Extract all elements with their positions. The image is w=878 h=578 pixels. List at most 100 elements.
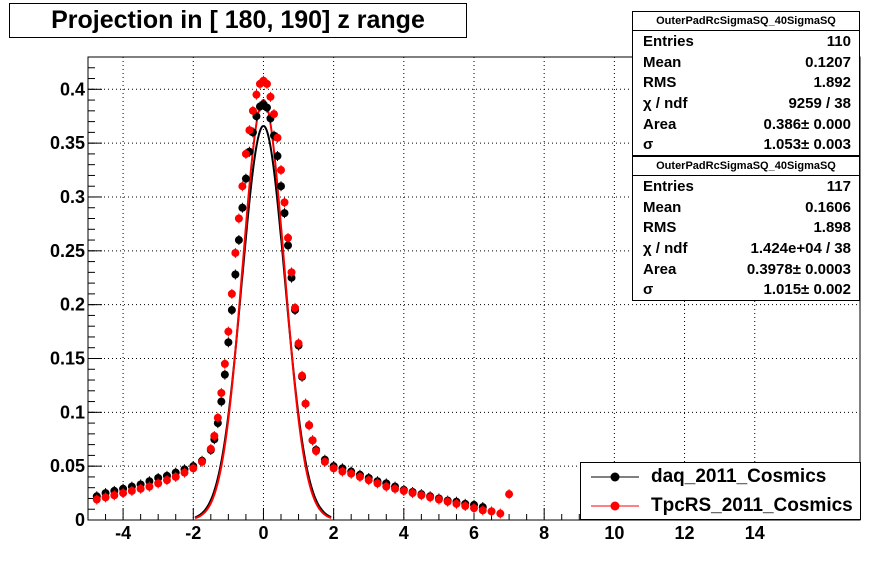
data-point bbox=[248, 106, 257, 115]
stats-value: 1.424e+04 / 38 bbox=[750, 240, 851, 258]
stats-value: 0.386± 0.000 bbox=[763, 115, 851, 133]
data-point bbox=[298, 371, 307, 380]
data-point bbox=[92, 495, 101, 504]
stats-row: Area 0.3978± 0.0003 bbox=[633, 259, 859, 280]
data-point bbox=[426, 493, 435, 502]
stats-key: σ bbox=[643, 281, 654, 299]
data-point bbox=[154, 479, 163, 488]
data-point bbox=[273, 152, 282, 161]
data-point bbox=[280, 209, 289, 218]
stats-row: σ 1.053± 0.003 bbox=[633, 134, 859, 155]
data-point bbox=[487, 507, 496, 516]
data-point bbox=[245, 126, 254, 135]
stats-key: Entries bbox=[643, 178, 694, 195]
data-points bbox=[92, 75, 514, 519]
data-point bbox=[301, 399, 310, 408]
data-point bbox=[417, 491, 426, 500]
data-point bbox=[277, 166, 285, 175]
data-point bbox=[434, 495, 443, 504]
data-point bbox=[231, 248, 240, 257]
stats-value: 1.898 bbox=[813, 219, 851, 237]
data-point bbox=[227, 306, 236, 315]
data-point bbox=[234, 214, 243, 223]
stats-value: 110 bbox=[826, 33, 851, 50]
data-point bbox=[338, 467, 347, 476]
stats-row: χ / ndf 9259 / 38 bbox=[633, 93, 859, 114]
data-point bbox=[364, 476, 373, 485]
data-point bbox=[461, 502, 470, 511]
stats-value: 1.015± 0.002 bbox=[763, 281, 851, 299]
data-point bbox=[136, 484, 145, 493]
data-point bbox=[408, 489, 417, 498]
data-point bbox=[210, 432, 219, 441]
stats-value: 0.1207 bbox=[805, 53, 851, 71]
x-tick-label: 12 bbox=[675, 523, 695, 543]
data-point bbox=[110, 491, 119, 500]
x-tick-label: -2 bbox=[185, 523, 201, 543]
y-tick-label: 0.1 bbox=[60, 402, 85, 422]
data-point bbox=[277, 182, 285, 191]
data-point bbox=[220, 359, 229, 368]
stats-header: OuterPadRcSigmaSQ_40SigmaSQ bbox=[633, 12, 859, 31]
data-point bbox=[262, 103, 271, 112]
y-tick-label: 0 bbox=[75, 510, 85, 530]
data-point bbox=[312, 447, 321, 456]
y-tick-label: 0.05 bbox=[50, 456, 85, 476]
data-point bbox=[470, 504, 478, 513]
data-point bbox=[305, 421, 314, 430]
data-point bbox=[217, 388, 226, 397]
data-point bbox=[145, 482, 154, 491]
data-point bbox=[241, 149, 250, 158]
y-tick-label: 0.2 bbox=[60, 295, 85, 315]
legend-item: daq_2011_Cosmics bbox=[581, 463, 860, 492]
stats-key: Mean bbox=[643, 53, 682, 71]
x-tick-label: 8 bbox=[539, 523, 549, 543]
data-point bbox=[308, 436, 317, 445]
data-point bbox=[399, 486, 408, 495]
data-point bbox=[119, 489, 128, 498]
x-tick-label: 10 bbox=[604, 523, 624, 543]
stats-row: Entries 117 bbox=[633, 176, 859, 197]
data-point bbox=[287, 268, 296, 277]
data-point bbox=[101, 493, 110, 502]
data-point bbox=[280, 198, 289, 207]
data-point bbox=[496, 509, 505, 518]
data-point bbox=[231, 270, 240, 279]
data-point bbox=[252, 90, 261, 99]
data-point bbox=[478, 506, 487, 515]
chart-title: Projection in [ 180, 190] z range bbox=[51, 6, 425, 34]
stats-value: 117 bbox=[826, 178, 851, 195]
data-point bbox=[189, 464, 198, 473]
stats-key: Area bbox=[643, 115, 677, 133]
stats-row: RMS 1.892 bbox=[633, 72, 859, 93]
data-point bbox=[320, 457, 329, 466]
data-point bbox=[220, 370, 229, 379]
data-point bbox=[198, 457, 207, 466]
stats-row: Mean 0.1207 bbox=[633, 52, 859, 73]
y-tick-label: 0.35 bbox=[50, 133, 85, 153]
legend-item: TpcRS_2011_Cosmics bbox=[581, 492, 860, 521]
stats-key: Area bbox=[643, 260, 677, 278]
stats-key: RMS bbox=[643, 219, 677, 237]
legend-label: TpcRS_2011_Cosmics bbox=[651, 495, 853, 516]
data-point bbox=[234, 236, 243, 245]
y-tick-label: 0.15 bbox=[50, 348, 85, 368]
stats-value: 0.1606 bbox=[805, 198, 851, 216]
stats-value: 0.3978± 0.0003 bbox=[746, 260, 851, 278]
x-tick-label: 14 bbox=[745, 523, 765, 543]
data-point bbox=[355, 472, 364, 481]
y-tick-label: 0.4 bbox=[60, 79, 85, 99]
stats-key: RMS bbox=[643, 74, 677, 92]
data-point bbox=[505, 490, 514, 499]
stats-header: OuterPadRcSigmaSQ_40SigmaSQ bbox=[633, 157, 859, 176]
stats-row: Area 0.386± 0.000 bbox=[633, 114, 859, 135]
data-point bbox=[224, 327, 233, 336]
legend-marker-icon bbox=[591, 472, 639, 482]
data-point bbox=[241, 174, 250, 183]
x-tick-label: 0 bbox=[258, 523, 268, 543]
data-point bbox=[217, 397, 226, 406]
stats-key: χ / ndf bbox=[643, 240, 688, 258]
data-point bbox=[262, 79, 271, 88]
stats-box-daq: OuterPadRcSigmaSQ_40SigmaSQ Entries 110 M… bbox=[632, 11, 860, 157]
data-point bbox=[373, 479, 382, 488]
